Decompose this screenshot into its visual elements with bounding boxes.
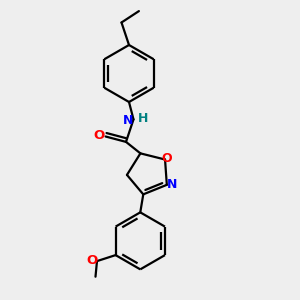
- Text: H: H: [138, 112, 148, 125]
- Text: O: O: [161, 152, 172, 164]
- Text: N: N: [123, 114, 133, 128]
- Text: O: O: [86, 254, 97, 267]
- Text: N: N: [167, 178, 177, 191]
- Text: O: O: [93, 129, 105, 142]
